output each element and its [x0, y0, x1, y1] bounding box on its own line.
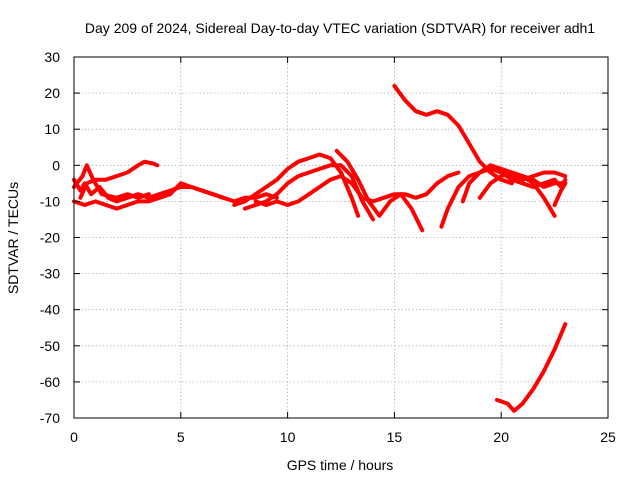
series-track-8 [334, 148, 425, 233]
x-tick-label: 10 [280, 429, 296, 445]
x-tick-label: 20 [493, 429, 509, 445]
y-tick-label: -70 [40, 410, 60, 426]
series-track-13 [494, 322, 568, 413]
x-tick-label: 25 [600, 429, 616, 445]
series-track-1 [72, 177, 279, 204]
y-tick-label: 10 [44, 121, 60, 137]
y-tick-label: -40 [40, 302, 60, 318]
series-track-4 [72, 163, 151, 200]
y-axis-label: SDTVAR / TECUs [5, 182, 21, 294]
chart-title: Day 209 of 2024, Sidereal Day-to-day VTE… [85, 20, 595, 36]
x-tick-label: 5 [177, 429, 185, 445]
series-track-15 [552, 181, 568, 207]
x-axis-label: GPS time / hours [287, 457, 394, 473]
series-track-12 [477, 170, 557, 218]
series-track-3 [72, 181, 226, 211]
series-track-14 [499, 170, 568, 189]
series-track-2 [78, 159, 160, 200]
grid-lines [74, 57, 608, 418]
y-tick-label: -20 [40, 230, 60, 246]
y-tick-label: 30 [44, 49, 60, 65]
series-track-6 [242, 163, 375, 222]
series-track-5 [232, 152, 361, 218]
y-tick-label: -50 [40, 338, 60, 354]
series-layer [72, 83, 568, 413]
y-tick-label: 0 [52, 157, 60, 173]
y-tick-label: -30 [40, 266, 60, 282]
y-tick-label: 20 [44, 85, 60, 101]
x-tick-label: 15 [387, 429, 403, 445]
series-track-7 [253, 170, 461, 207]
axis-ticks: 0 5 10 15 20 25 -70 -60 -50 -40 -30 -20 -10 0 10 20 30 [40, 49, 616, 445]
y-tick-label: -10 [40, 193, 60, 209]
x-tick-label: 0 [70, 429, 78, 445]
series-track-9 [392, 83, 514, 186]
y-tick-label: -60 [40, 374, 60, 390]
series-track-10 [439, 166, 568, 229]
